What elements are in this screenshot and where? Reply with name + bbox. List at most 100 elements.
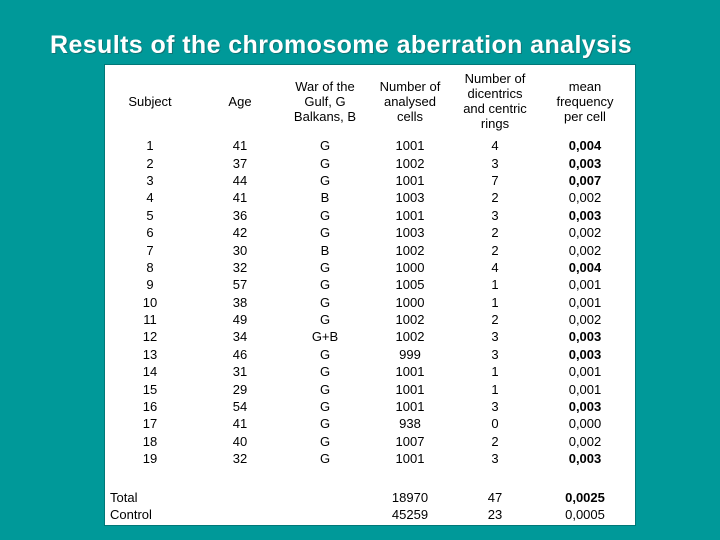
cell-subject: 11 xyxy=(143,312,157,328)
cell-cells: 1005 xyxy=(395,277,425,293)
cell-age: 41 xyxy=(232,416,248,432)
results-table: Subject Age War of the Gulf, G Balkans, B N… xyxy=(105,65,635,525)
cell-subject: 6 xyxy=(146,225,154,241)
table-row: 1 41 G 1001 4 0,004 xyxy=(105,137,635,154)
cell-mean: 0,003 xyxy=(568,329,602,345)
cell-cells: 1001 xyxy=(395,138,425,154)
cell-mean: 0,003 xyxy=(568,346,602,362)
cell-age: 29 xyxy=(232,381,248,397)
cell-mean: 0,000 xyxy=(568,416,602,432)
cell-age: 41 xyxy=(232,190,248,206)
column-header-dicentrics: Number of dicentrics and centric rings xyxy=(463,71,527,131)
table-row: 5 36 G 1001 3 0,003 xyxy=(105,207,635,224)
cell-dicentrics: 3 xyxy=(491,329,499,345)
cell-war: G xyxy=(319,155,331,171)
summary-cell-cells: 45259 xyxy=(391,507,429,522)
column-header-age: Age xyxy=(228,93,252,109)
cell-age: 49 xyxy=(232,312,248,328)
cell-subject: 7 xyxy=(146,242,154,258)
cell-dicentrics: 1 xyxy=(491,381,499,397)
cell-subject: 2 xyxy=(146,155,154,171)
cell-age: 34 xyxy=(232,329,248,345)
cell-cells: 1001 xyxy=(395,451,425,467)
cell-age: 30 xyxy=(232,242,248,258)
table-summary: Total 18970 47 0,0025 Control 45259 23 0,0005 xyxy=(105,488,635,523)
cell-war: G+B xyxy=(311,329,339,345)
cell-war: G xyxy=(319,312,331,328)
cell-mean: 0,002 xyxy=(568,312,602,328)
cell-cells: 1002 xyxy=(395,329,425,345)
cell-dicentrics: 4 xyxy=(491,138,499,154)
cell-subject: 13 xyxy=(142,346,158,362)
cell-cells: 1002 xyxy=(395,312,425,328)
cell-dicentrics: 3 xyxy=(491,207,499,223)
cell-dicentrics: 2 xyxy=(491,312,499,328)
cell-war: G xyxy=(319,399,331,415)
summary-label: Total xyxy=(110,489,138,505)
cell-subject: 4 xyxy=(146,190,154,206)
cell-age: 37 xyxy=(232,155,248,171)
table-row: 16 54 G 1001 3 0,003 xyxy=(105,398,635,415)
table-row: 8 32 G 1000 4 0,004 xyxy=(105,259,635,276)
slide-title: Results of the chromosome aberration ana… xyxy=(50,31,633,59)
cell-dicentrics: 4 xyxy=(491,259,499,275)
table-row: 7 30 B 1002 2 0,002 xyxy=(105,241,635,258)
cell-war: G xyxy=(319,225,331,241)
table-row: 12 34 G+B 1002 3 0,003 xyxy=(105,328,635,345)
cell-mean: 0,002 xyxy=(568,433,602,449)
table-row: 4 41 B 1003 2 0,002 xyxy=(105,189,635,206)
cell-mean: 0,004 xyxy=(568,259,602,275)
cell-mean: 0,007 xyxy=(568,172,602,188)
cell-age: 32 xyxy=(232,451,248,467)
cell-age: 54 xyxy=(232,399,248,415)
table-row: 6 42 G 1003 2 0,002 xyxy=(105,224,635,241)
table-row: 2 37 G 1002 3 0,003 xyxy=(105,154,635,171)
summary-spacer xyxy=(105,467,635,488)
cell-mean: 0,002 xyxy=(568,242,602,258)
cell-mean: 0,001 xyxy=(568,364,602,380)
cell-cells: 1000 xyxy=(395,259,425,275)
cell-age: 32 xyxy=(232,259,248,275)
cell-subject: 18 xyxy=(142,433,158,449)
cell-war: B xyxy=(320,190,330,206)
cell-war: G xyxy=(319,207,331,223)
cell-subject: 16 xyxy=(142,399,158,415)
cell-mean: 0,002 xyxy=(568,225,602,241)
cell-subject: 10 xyxy=(142,294,158,310)
table-row: 3 44 G 1001 7 0,007 xyxy=(105,172,635,189)
cell-subject: 12 xyxy=(142,329,158,345)
table-row: 11 49 G 1002 2 0,002 xyxy=(105,311,635,328)
cell-dicentrics: 2 xyxy=(491,433,499,449)
cell-cells: 999 xyxy=(399,346,421,362)
cell-age: 44 xyxy=(232,172,248,188)
cell-subject: 1 xyxy=(146,138,154,154)
cell-war: G xyxy=(319,172,331,188)
cell-dicentrics: 0 xyxy=(491,416,499,432)
cell-mean: 0,002 xyxy=(568,190,602,206)
cell-war: G xyxy=(319,277,331,293)
cell-age: 46 xyxy=(232,346,248,362)
cell-mean: 0,003 xyxy=(568,451,602,467)
column-header-war: War of the Gulf, G Balkans, B xyxy=(293,78,357,124)
cell-cells: 938 xyxy=(399,416,421,432)
table-row: 10 38 G 1000 1 0,001 xyxy=(105,294,635,311)
cell-age: 42 xyxy=(232,225,248,241)
cell-cells: 1001 xyxy=(395,207,425,223)
cell-mean: 0,001 xyxy=(568,381,602,397)
cell-war: G xyxy=(319,364,331,380)
column-header-cells: Number of analysed cells xyxy=(379,78,441,124)
column-header-mean: mean frequency per cell xyxy=(556,78,614,124)
cell-subject: 14 xyxy=(142,364,158,380)
cell-cells: 1007 xyxy=(395,433,425,449)
table-row: 13 46 G 999 3 0,003 xyxy=(105,346,635,363)
cell-cells: 1001 xyxy=(395,399,425,415)
summary-row-total: Total 18970 47 0,0025 xyxy=(105,488,635,505)
cell-dicentrics: 7 xyxy=(491,172,499,188)
summary-label: Control xyxy=(110,507,152,522)
cell-mean: 0,003 xyxy=(568,207,602,223)
cell-dicentrics: 1 xyxy=(491,364,499,380)
cell-mean: 0,001 xyxy=(568,277,602,293)
table-header-row: Subject Age War of the Gulf, G Balkans, B N… xyxy=(105,65,635,137)
cell-war: G xyxy=(319,138,331,154)
cell-mean: 0,004 xyxy=(568,138,602,154)
